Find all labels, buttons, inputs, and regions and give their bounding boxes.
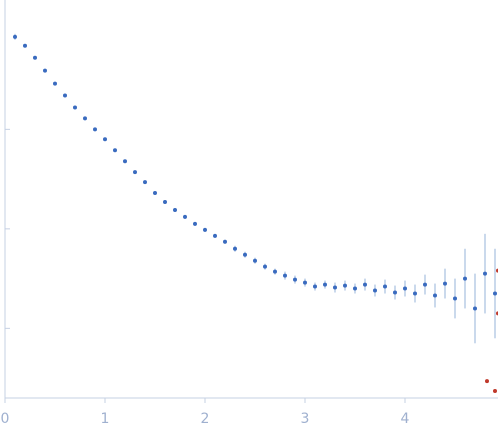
data-point [33, 55, 37, 60]
x-tick-label: 1 [101, 411, 110, 427]
data-point [483, 271, 487, 276]
data-point [203, 227, 207, 232]
data-point [253, 258, 257, 263]
data-point [333, 285, 337, 290]
data-point [493, 389, 497, 394]
data-point [23, 43, 27, 48]
data-point [73, 105, 77, 110]
data-point [113, 148, 117, 153]
data-point [453, 296, 457, 301]
data-point [423, 282, 427, 287]
data-point [393, 290, 397, 295]
data-point [233, 246, 237, 251]
data-point [193, 221, 197, 226]
x-tick-label: 4 [401, 411, 410, 427]
data-point [403, 286, 407, 291]
data-point [213, 233, 217, 238]
x-tick-label: 3 [301, 411, 310, 427]
data-point [263, 264, 267, 269]
data-point [43, 68, 47, 73]
data-point [173, 207, 177, 212]
data-point [293, 277, 297, 282]
data-point [383, 284, 387, 289]
data-point [163, 199, 167, 204]
data-point [353, 286, 357, 291]
x-tick-label: 2 [201, 411, 210, 427]
data-point [143, 180, 147, 185]
data-point [283, 273, 287, 278]
data-point [153, 191, 157, 196]
data-point [443, 281, 447, 286]
data-point [183, 214, 187, 219]
data-point [123, 159, 127, 164]
data-point [63, 93, 67, 98]
data-point [273, 269, 277, 274]
data-point [13, 34, 17, 39]
data-point [313, 284, 317, 289]
data-point [303, 280, 307, 285]
data-point [373, 288, 377, 293]
data-point [485, 379, 489, 384]
data-point [243, 252, 247, 257]
data-point [133, 170, 137, 175]
data-point [463, 276, 467, 281]
data-point [363, 282, 367, 287]
data-point [223, 239, 227, 244]
data-point [83, 116, 87, 121]
data-point [473, 306, 477, 311]
data-point [413, 291, 417, 296]
x-tick-label: 0 [1, 411, 10, 427]
data-point [93, 127, 97, 132]
data-point [53, 81, 57, 86]
data-point [343, 283, 347, 288]
data-point [103, 137, 107, 142]
data-point [323, 282, 327, 287]
data-point [433, 293, 437, 298]
data-point [493, 291, 497, 296]
